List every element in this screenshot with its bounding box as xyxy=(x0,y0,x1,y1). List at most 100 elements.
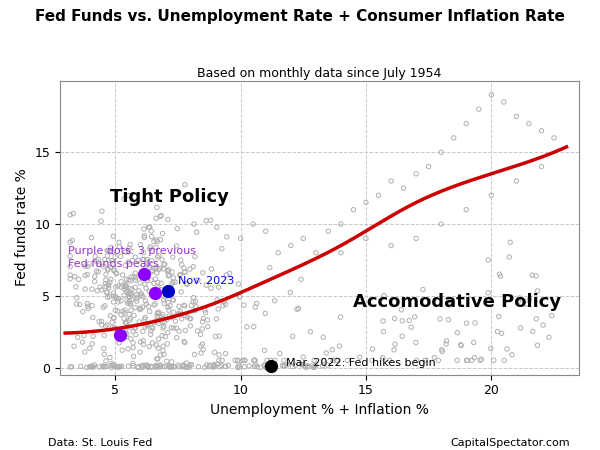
Point xyxy=(430,354,439,361)
Point xyxy=(140,297,150,305)
Point xyxy=(493,328,502,335)
Point xyxy=(250,357,259,364)
Point xyxy=(202,282,211,289)
Point xyxy=(328,346,337,353)
Point xyxy=(278,362,287,369)
Point xyxy=(107,257,117,264)
Point xyxy=(215,363,224,370)
Point xyxy=(100,332,109,339)
Point xyxy=(86,363,96,370)
Point xyxy=(82,364,92,371)
Point xyxy=(83,303,92,310)
Point xyxy=(105,354,115,361)
Point xyxy=(475,357,485,364)
Point xyxy=(76,363,85,370)
Point xyxy=(397,333,407,340)
Point xyxy=(125,290,135,297)
Point xyxy=(142,361,152,369)
Point xyxy=(390,315,400,322)
Point xyxy=(166,324,176,331)
Point xyxy=(100,363,109,370)
Point xyxy=(144,224,154,231)
Point xyxy=(182,360,191,367)
Point xyxy=(191,303,201,310)
Point xyxy=(133,293,142,301)
Point xyxy=(212,315,221,323)
Point xyxy=(235,293,245,301)
Point xyxy=(147,268,157,275)
Point xyxy=(157,256,167,263)
Point xyxy=(121,318,131,325)
Point xyxy=(187,302,196,309)
Point xyxy=(125,285,135,292)
Point xyxy=(170,318,180,325)
Point xyxy=(176,271,185,278)
Point xyxy=(156,286,166,293)
Point xyxy=(147,257,157,264)
Point xyxy=(271,363,280,370)
Point xyxy=(412,170,421,177)
Point xyxy=(115,339,124,346)
Point xyxy=(103,294,112,301)
Point xyxy=(461,120,471,127)
Point xyxy=(98,362,107,369)
Point xyxy=(175,363,184,370)
Point xyxy=(233,357,242,364)
Point xyxy=(323,361,333,369)
Point xyxy=(124,192,134,199)
Point xyxy=(138,363,148,370)
Point xyxy=(148,324,157,331)
Point xyxy=(139,341,148,348)
Point xyxy=(191,297,200,305)
Point xyxy=(160,300,169,307)
Point xyxy=(120,286,130,293)
Point xyxy=(109,292,118,300)
Point xyxy=(140,314,150,321)
Point xyxy=(212,360,222,368)
Point xyxy=(461,206,471,213)
Point xyxy=(197,340,207,347)
Point xyxy=(143,277,152,284)
Point xyxy=(101,288,111,296)
Point xyxy=(179,362,188,369)
Point xyxy=(336,314,346,321)
Point xyxy=(452,329,462,336)
Point xyxy=(88,302,97,309)
Point xyxy=(103,321,112,328)
Point xyxy=(214,284,223,291)
Point xyxy=(113,363,122,370)
Point xyxy=(185,315,194,322)
Point xyxy=(420,357,430,364)
Point xyxy=(151,318,161,325)
Point xyxy=(131,274,140,281)
Point xyxy=(442,338,451,345)
Point xyxy=(355,354,364,361)
Text: Data: St. Louis Fed: Data: St. Louis Fed xyxy=(48,437,152,447)
Point xyxy=(127,273,136,280)
Point xyxy=(146,363,156,370)
Point xyxy=(368,357,377,364)
Point xyxy=(160,363,169,370)
Point xyxy=(83,305,93,312)
X-axis label: Unemployment % + Inflation %: Unemployment % + Inflation % xyxy=(210,403,429,417)
Point xyxy=(122,320,131,327)
Point xyxy=(139,266,148,274)
Point xyxy=(262,357,272,364)
Point xyxy=(214,306,223,313)
Point xyxy=(80,263,90,270)
Point xyxy=(124,311,134,318)
Point xyxy=(164,268,173,275)
Point xyxy=(142,256,152,263)
Point xyxy=(121,333,131,341)
Point xyxy=(97,286,106,293)
Point xyxy=(512,113,521,120)
Point xyxy=(203,316,212,324)
Point xyxy=(361,235,371,242)
Point xyxy=(116,332,125,339)
Point xyxy=(151,264,161,271)
Point xyxy=(163,304,173,311)
Point xyxy=(217,357,227,364)
Point xyxy=(67,237,77,244)
Point xyxy=(178,363,187,370)
Point xyxy=(203,323,212,330)
